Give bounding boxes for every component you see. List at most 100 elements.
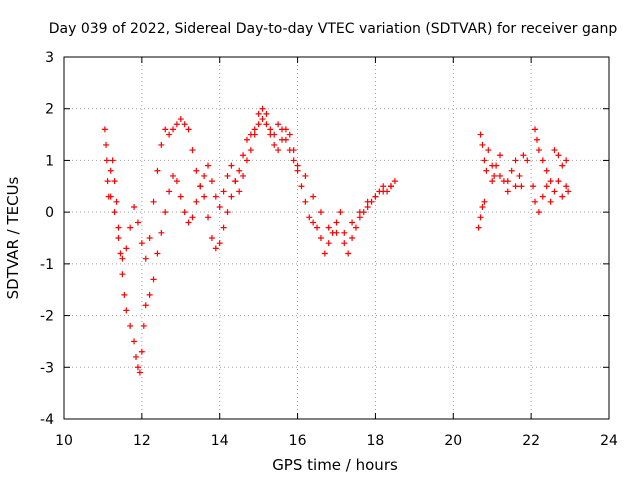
data-point-plus: [134, 364, 141, 371]
data-point-plus: [491, 172, 498, 179]
y-tick-label: 2: [45, 102, 54, 118]
data-point-plus: [551, 188, 558, 195]
x-tick-labels: 10 12 14 16 18 20 22 24: [55, 433, 618, 449]
data-point-plus: [251, 126, 258, 133]
data-point-plus: [243, 136, 250, 143]
data-point-plus: [150, 276, 157, 283]
data-point-plus: [485, 147, 492, 154]
data-point-plus: [388, 183, 394, 190]
data-point-plus: [294, 162, 301, 169]
data-point-plus: [532, 126, 539, 133]
data-point-plus: [302, 198, 309, 205]
x-tick-label: 20: [444, 433, 462, 449]
data-point-plus: [555, 178, 562, 185]
data-point-plus: [146, 291, 153, 298]
data-point-plus: [518, 183, 525, 190]
data-point-plus: [479, 203, 486, 210]
data-point-plus: [539, 157, 546, 164]
data-point-plus: [140, 322, 147, 329]
data-point-plus: [123, 307, 130, 314]
data-marks: [101, 105, 572, 376]
x-tick-label: 18: [367, 433, 385, 449]
data-point-plus: [201, 172, 208, 179]
data-point-plus: [185, 219, 192, 226]
data-point-plus: [133, 353, 140, 360]
data-point-plus: [317, 235, 324, 241]
y-tick-label: 3: [45, 50, 54, 66]
data-point-plus: [228, 193, 235, 200]
data-point-plus: [364, 203, 371, 210]
data-point-plus: [107, 193, 114, 200]
data-point-plus: [294, 167, 301, 174]
data-point-plus: [101, 126, 108, 133]
data-point-plus: [279, 136, 285, 143]
data-point-plus: [131, 338, 138, 345]
data-point-plus: [333, 219, 340, 226]
data-point-plus: [504, 178, 511, 185]
data-point-plus: [107, 167, 114, 174]
data-point-plus: [364, 198, 371, 205]
data-point-plus: [111, 209, 118, 216]
data-point-plus: [483, 167, 490, 174]
data-point-plus: [127, 224, 134, 231]
data-point-plus: [170, 126, 176, 133]
data-point-plus: [240, 172, 247, 179]
data-point-plus: [134, 219, 141, 226]
data-point-plus: [298, 183, 305, 190]
data-point-plus: [236, 167, 243, 174]
data-point-plus: [477, 214, 484, 221]
y-tick-label: 1: [45, 153, 54, 169]
data-point-plus: [345, 250, 352, 257]
data-point-plus: [475, 224, 482, 231]
data-point-plus: [158, 229, 165, 236]
data-point-plus: [103, 157, 110, 164]
data-point-plus: [512, 183, 519, 190]
data-point-plus: [306, 214, 313, 221]
data-point-plus: [516, 172, 523, 179]
data-point-plus: [504, 188, 511, 195]
data-point-plus: [520, 152, 527, 159]
data-point-plus: [189, 147, 196, 154]
data-point-plus: [317, 209, 324, 216]
data-point-plus: [177, 116, 184, 123]
data-point-plus: [224, 209, 231, 216]
data-point-plus: [543, 167, 550, 174]
data-point-plus: [247, 147, 254, 154]
data-point-plus: [539, 193, 546, 200]
data-point-plus: [119, 255, 126, 262]
data-point-plus: [267, 126, 274, 133]
data-point-plus: [193, 198, 200, 205]
data-point-plus: [380, 188, 387, 195]
data-point-plus: [533, 136, 540, 143]
data-point-plus: [259, 105, 266, 112]
data-point-plus: [111, 178, 118, 185]
data-point-plus: [162, 126, 169, 133]
data-point-plus: [255, 110, 262, 117]
data-point-plus: [154, 167, 161, 174]
data-point-plus: [290, 147, 297, 154]
data-point-plus: [173, 121, 180, 128]
data-point-plus: [489, 178, 496, 185]
data-point-plus: [493, 162, 500, 169]
data-point-plus: [205, 214, 212, 221]
data-point-plus: [142, 302, 149, 309]
data-point-plus: [104, 178, 111, 185]
data-point-plus: [391, 178, 398, 185]
data-point-plus: [559, 162, 566, 169]
data-point-plus: [271, 141, 278, 148]
data-point-plus: [109, 157, 116, 164]
data-point-plus: [185, 126, 192, 133]
data-point-plus: [103, 141, 110, 148]
data-point-plus: [236, 188, 243, 195]
data-point-plus: [216, 203, 223, 210]
chart-title: Day 039 of 2022, Sidereal Day-to-day VTE…: [49, 21, 618, 37]
data-point-plus: [181, 209, 188, 216]
data-point-plus: [138, 348, 145, 355]
data-point-plus: [158, 141, 165, 148]
data-point-plus: [136, 369, 143, 376]
data-point-plus: [481, 198, 488, 205]
data-point-plus: [524, 157, 531, 164]
y-tick-label: 0: [45, 205, 54, 221]
data-point-plus: [341, 240, 348, 247]
y-tick-label: -4: [40, 412, 54, 428]
